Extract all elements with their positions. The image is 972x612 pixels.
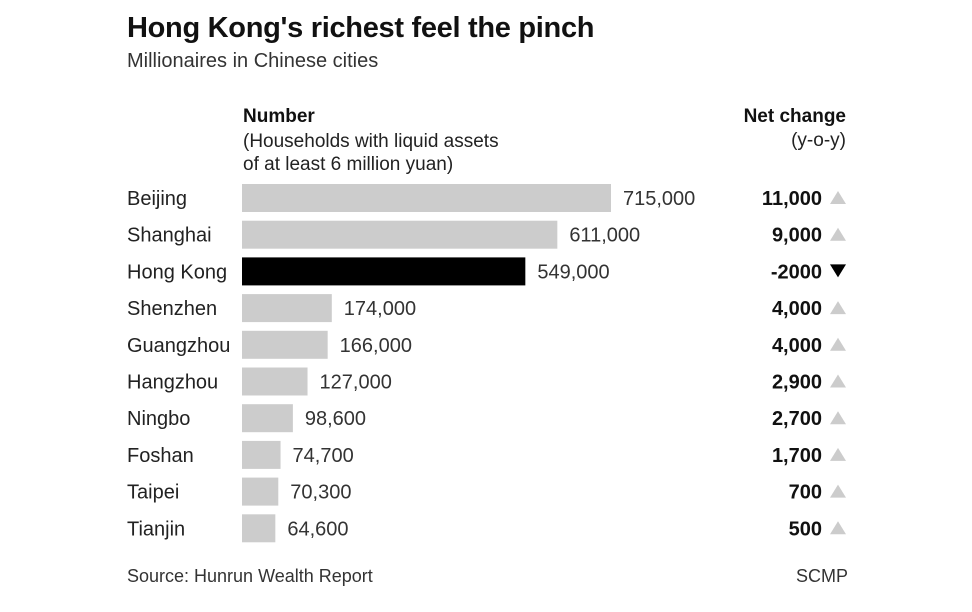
chart-title: Hong Kong's richest feel the pinch	[127, 12, 595, 44]
value-label: 70,300	[290, 482, 351, 504]
up-arrow-icon	[830, 337, 846, 351]
up-arrow-icon	[830, 191, 846, 204]
number-description-line2: of at least 6 million yuan)	[243, 154, 454, 175]
net-change-value: 700	[789, 482, 822, 504]
credit: SCMP	[795, 566, 848, 586]
category-label: Ningbo	[127, 408, 190, 430]
up-arrow-icon	[830, 447, 846, 461]
bar	[242, 440, 281, 469]
net-change-value: 9,000	[772, 225, 822, 247]
number-header: Number	[243, 106, 315, 127]
net-change-value: 2,900	[772, 372, 822, 394]
chart-subtitle: Millionaires in Chinese cities	[127, 50, 379, 72]
up-arrow-icon	[830, 484, 846, 498]
value-label: 549,000	[537, 261, 609, 283]
up-arrow-icon	[830, 521, 846, 535]
category-label: Shenzhen	[127, 298, 217, 320]
bar	[242, 367, 308, 396]
value-label: 715,000	[623, 188, 695, 210]
bar	[242, 404, 293, 433]
down-arrow-icon	[830, 264, 846, 278]
value-label: 127,000	[320, 372, 392, 394]
category-label: Hangzhou	[127, 372, 218, 394]
up-arrow-icon	[830, 301, 846, 315]
bar	[242, 184, 611, 212]
source-note: Source: Hunrun Wealth Report	[127, 566, 373, 586]
bar	[242, 330, 328, 359]
bar	[242, 514, 276, 543]
value-label: 174,000	[344, 298, 416, 320]
net-change-description: (y-o-y)	[791, 130, 846, 151]
net-change-value: 4,000	[772, 335, 822, 357]
category-label: Hong Kong	[127, 261, 227, 283]
value-label: 74,700	[293, 445, 354, 467]
net-change-value: 4,000	[772, 298, 822, 320]
category-label: Beijing	[127, 188, 187, 210]
net-change-value: 500	[789, 518, 822, 540]
net-change-header: Net change	[743, 106, 846, 127]
bar	[242, 477, 279, 506]
category-label: Taipei	[127, 482, 179, 504]
up-arrow-icon	[830, 374, 846, 388]
category-label: Guangzhou	[127, 335, 230, 357]
net-change-value: 11,000	[762, 188, 822, 210]
value-label: 98,600	[305, 408, 366, 430]
bar	[242, 257, 526, 286]
value-label: 64,600	[287, 518, 348, 540]
up-arrow-icon	[830, 411, 846, 425]
category-label: Shanghai	[127, 225, 212, 247]
net-change-value: -2000	[771, 261, 822, 283]
number-description-line1: (Households with liquid assets	[243, 131, 499, 152]
net-change-value: 2,700	[772, 408, 822, 430]
category-label: Tianjin	[127, 518, 185, 540]
category-label: Foshan	[127, 445, 194, 467]
value-label: 611,000	[569, 225, 640, 247]
value-label: 166,000	[340, 335, 412, 357]
bar	[242, 294, 332, 323]
bar	[242, 220, 558, 249]
up-arrow-icon	[830, 227, 846, 241]
net-change-value: 1,700	[772, 445, 822, 467]
number-description: (Households with liquid assets of at lea…	[243, 130, 499, 176]
